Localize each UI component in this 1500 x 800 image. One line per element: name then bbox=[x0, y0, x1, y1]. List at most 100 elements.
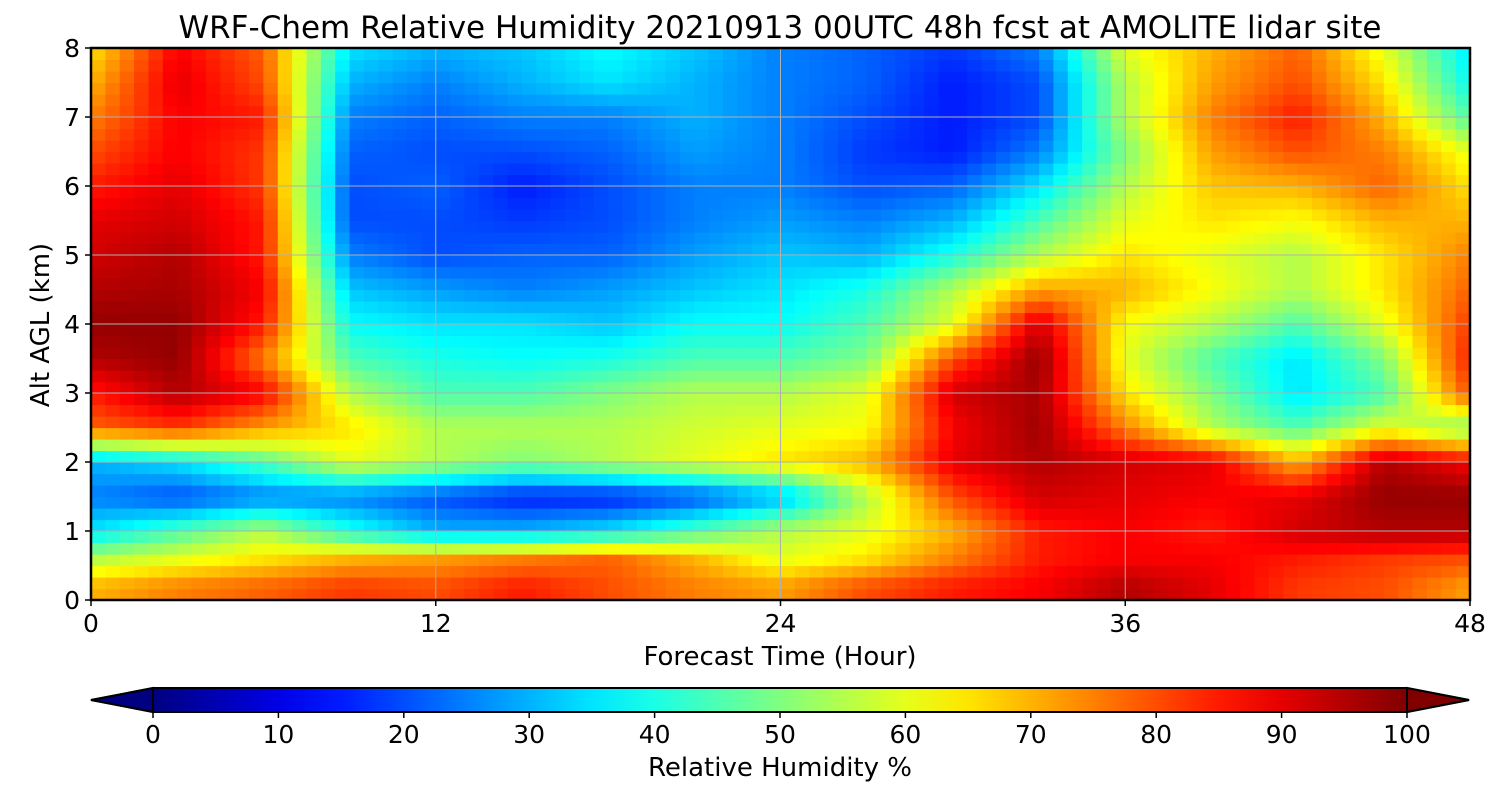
heatmap-cell bbox=[105, 255, 121, 268]
heatmap-cell bbox=[407, 519, 422, 532]
heatmap-cell bbox=[450, 59, 466, 72]
heatmap-cell bbox=[852, 48, 868, 61]
heatmap-cell bbox=[794, 48, 810, 61]
heatmap-cell bbox=[162, 117, 178, 130]
heatmap-cell bbox=[1355, 94, 1371, 107]
heatmap-cell bbox=[263, 255, 279, 268]
heatmap-cell bbox=[1082, 473, 1098, 486]
heatmap-cell bbox=[1096, 450, 1112, 463]
heatmap-cell bbox=[708, 473, 724, 486]
heatmap-cell bbox=[277, 542, 293, 555]
heatmap-cell bbox=[1311, 358, 1327, 371]
heatmap-cell bbox=[794, 94, 810, 107]
heatmap-cell bbox=[464, 232, 480, 245]
heatmap-cell bbox=[105, 266, 121, 279]
heatmap-cell bbox=[723, 289, 738, 302]
heatmap-cell bbox=[780, 301, 796, 314]
heatmap-cell bbox=[493, 278, 509, 291]
heatmap-cell bbox=[981, 59, 997, 72]
heatmap-cell bbox=[995, 404, 1011, 417]
heatmap-cell bbox=[277, 220, 293, 233]
heatmap-cell bbox=[349, 312, 365, 325]
heatmap-cell bbox=[234, 588, 250, 600]
heatmap-cell bbox=[751, 324, 767, 337]
heatmap-cell bbox=[277, 289, 293, 302]
heatmap-cell bbox=[881, 232, 897, 245]
colorbar: 0 10 20 30 40 50 60 70 80 90 100 bbox=[90, 686, 1470, 749]
heatmap-cell bbox=[766, 588, 782, 600]
heatmap-cell bbox=[392, 531, 408, 544]
heatmap-cell bbox=[593, 485, 609, 498]
heatmap-cell bbox=[177, 197, 193, 210]
heatmap-cell bbox=[162, 174, 178, 187]
heatmap-cell bbox=[119, 577, 135, 590]
heatmap-cell bbox=[593, 301, 609, 314]
heatmap-cell bbox=[924, 278, 940, 291]
heatmap-cell bbox=[1311, 312, 1327, 325]
heatmap-cell bbox=[277, 301, 293, 314]
heatmap-cell bbox=[622, 48, 638, 61]
heatmap-cell bbox=[1182, 312, 1198, 325]
heatmap-cell bbox=[1426, 485, 1442, 498]
heatmap-cell bbox=[636, 324, 652, 337]
heatmap-cell bbox=[636, 301, 652, 314]
heatmap-cell bbox=[938, 59, 954, 72]
heatmap-cell bbox=[1412, 496, 1428, 509]
heatmap-cell bbox=[363, 485, 379, 498]
heatmap-cell bbox=[191, 312, 207, 325]
heatmap-cell bbox=[1326, 128, 1342, 141]
heatmap-cell bbox=[91, 163, 106, 176]
heatmap-cell bbox=[1297, 197, 1313, 210]
heatmap-cell bbox=[234, 151, 250, 164]
heatmap-cell bbox=[1326, 301, 1342, 314]
heatmap-cell bbox=[1096, 151, 1112, 164]
heatmap-cell bbox=[91, 473, 106, 486]
heatmap-cell bbox=[593, 335, 609, 348]
heatmap-cell bbox=[392, 588, 408, 600]
heatmap-cell bbox=[708, 278, 724, 291]
heatmap-cell bbox=[1369, 542, 1385, 555]
heatmap-cell bbox=[1039, 128, 1055, 141]
heatmap-cell bbox=[191, 48, 207, 61]
heatmap-cell bbox=[1010, 416, 1026, 429]
heatmap-cell bbox=[938, 485, 954, 498]
heatmap-cell bbox=[1441, 588, 1457, 600]
heatmap-cell bbox=[1240, 485, 1256, 498]
heatmap-cell bbox=[1225, 531, 1241, 544]
heatmap-cell bbox=[148, 266, 164, 279]
heatmap-cell bbox=[493, 105, 509, 118]
heatmap-cell bbox=[1297, 335, 1313, 348]
heatmap-cell bbox=[636, 266, 652, 279]
heatmap-cell bbox=[924, 255, 940, 268]
colorbar-gradient bbox=[153, 688, 1407, 712]
heatmap-cell bbox=[694, 209, 710, 222]
heatmap-cell bbox=[924, 128, 940, 141]
heatmap-cell bbox=[148, 381, 164, 394]
heatmap-cell bbox=[91, 312, 106, 325]
heatmap-cell bbox=[521, 278, 537, 291]
heatmap-cell bbox=[1110, 416, 1126, 429]
heatmap-cell bbox=[234, 163, 250, 176]
heatmap-cell bbox=[679, 588, 695, 600]
heatmap-cell bbox=[1240, 128, 1256, 141]
heatmap-cell bbox=[1053, 209, 1069, 222]
heatmap-cell bbox=[1110, 439, 1126, 452]
heatmap-cell bbox=[1455, 105, 1470, 118]
heatmap-cell bbox=[1326, 117, 1342, 130]
heatmap-cell bbox=[1139, 289, 1155, 302]
heatmap-cell bbox=[220, 163, 236, 176]
heatmap-cell bbox=[464, 439, 480, 452]
heatmap-cell bbox=[608, 232, 624, 245]
heatmap-cell bbox=[1326, 186, 1342, 199]
heatmap-cell bbox=[952, 542, 968, 555]
heatmap-cell bbox=[1182, 565, 1198, 578]
heatmap-cell bbox=[220, 324, 236, 337]
heatmap-cell bbox=[263, 496, 279, 509]
heatmap-cell bbox=[1268, 542, 1284, 555]
heatmap-cell bbox=[895, 404, 911, 417]
heatmap-cell bbox=[837, 335, 853, 348]
heatmap-cell bbox=[1067, 140, 1083, 153]
heatmap-cell bbox=[981, 278, 997, 291]
heatmap-cell bbox=[306, 163, 322, 176]
